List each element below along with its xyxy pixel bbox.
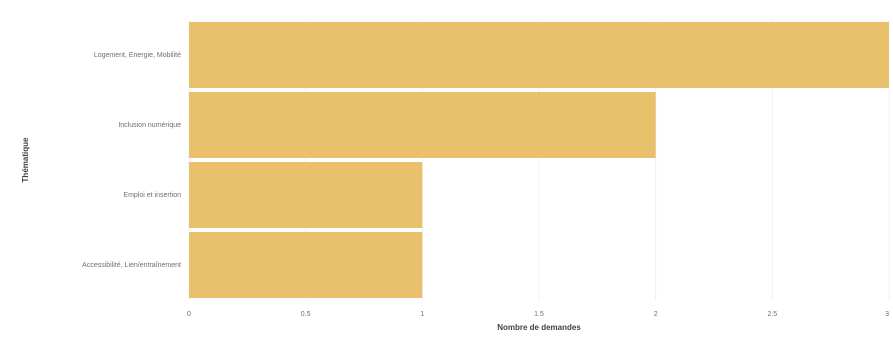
x-tick-label: 0.5 [301,311,311,318]
x-tick-label: 1 [420,311,424,318]
x-axis-title: Nombre de demandes [497,323,581,332]
x-tick-label: 1.5 [534,311,544,318]
category-label: Accessibilité, Lien/entraînement [82,262,181,269]
y-axis-title: Thématique [21,137,30,182]
x-tick-label: 2.5 [767,311,777,318]
x-tick-label: 0 [187,311,191,318]
category-label: Inclusion numérique [118,122,181,129]
x-tick-label: 2 [654,311,658,318]
bar[interactable] [189,162,423,228]
x-tick-label: 3 [885,311,889,318]
category-label: Emploi et insertion [123,192,181,199]
bar[interactable] [189,22,889,88]
bar[interactable] [189,232,423,298]
category-label: Logement, Energie, Mobilité [94,52,181,59]
bar[interactable] [189,92,656,158]
